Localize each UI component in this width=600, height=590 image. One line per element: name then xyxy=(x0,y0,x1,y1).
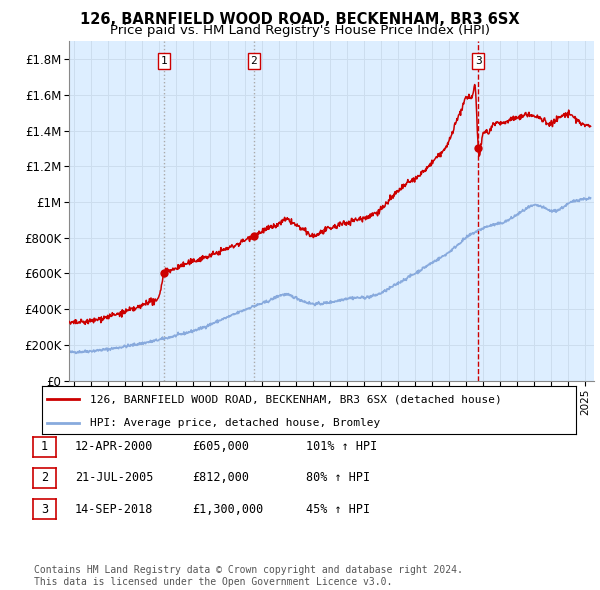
Text: £605,000: £605,000 xyxy=(192,440,249,453)
Text: 1: 1 xyxy=(161,56,167,66)
Text: 126, BARNFIELD WOOD ROAD, BECKENHAM, BR3 6SX (detached house): 126, BARNFIELD WOOD ROAD, BECKENHAM, BR3… xyxy=(90,394,502,404)
Text: 14-SEP-2018: 14-SEP-2018 xyxy=(75,503,154,516)
Text: Price paid vs. HM Land Registry's House Price Index (HPI): Price paid vs. HM Land Registry's House … xyxy=(110,24,490,37)
Text: 45% ↑ HPI: 45% ↑ HPI xyxy=(306,503,370,516)
Text: 101% ↑ HPI: 101% ↑ HPI xyxy=(306,440,377,453)
Text: 1: 1 xyxy=(41,440,48,453)
Text: 12-APR-2000: 12-APR-2000 xyxy=(75,440,154,453)
Text: 2: 2 xyxy=(41,471,48,484)
Text: Contains HM Land Registry data © Crown copyright and database right 2024.
This d: Contains HM Land Registry data © Crown c… xyxy=(34,565,463,587)
Text: £1,300,000: £1,300,000 xyxy=(192,503,263,516)
Text: 3: 3 xyxy=(475,56,482,66)
Text: HPI: Average price, detached house, Bromley: HPI: Average price, detached house, Brom… xyxy=(90,418,380,428)
Text: 3: 3 xyxy=(41,503,48,516)
Text: 21-JUL-2005: 21-JUL-2005 xyxy=(75,471,154,484)
Text: 2: 2 xyxy=(251,56,257,66)
Text: 126, BARNFIELD WOOD ROAD, BECKENHAM, BR3 6SX: 126, BARNFIELD WOOD ROAD, BECKENHAM, BR3… xyxy=(80,12,520,27)
Text: 80% ↑ HPI: 80% ↑ HPI xyxy=(306,471,370,484)
Text: £812,000: £812,000 xyxy=(192,471,249,484)
